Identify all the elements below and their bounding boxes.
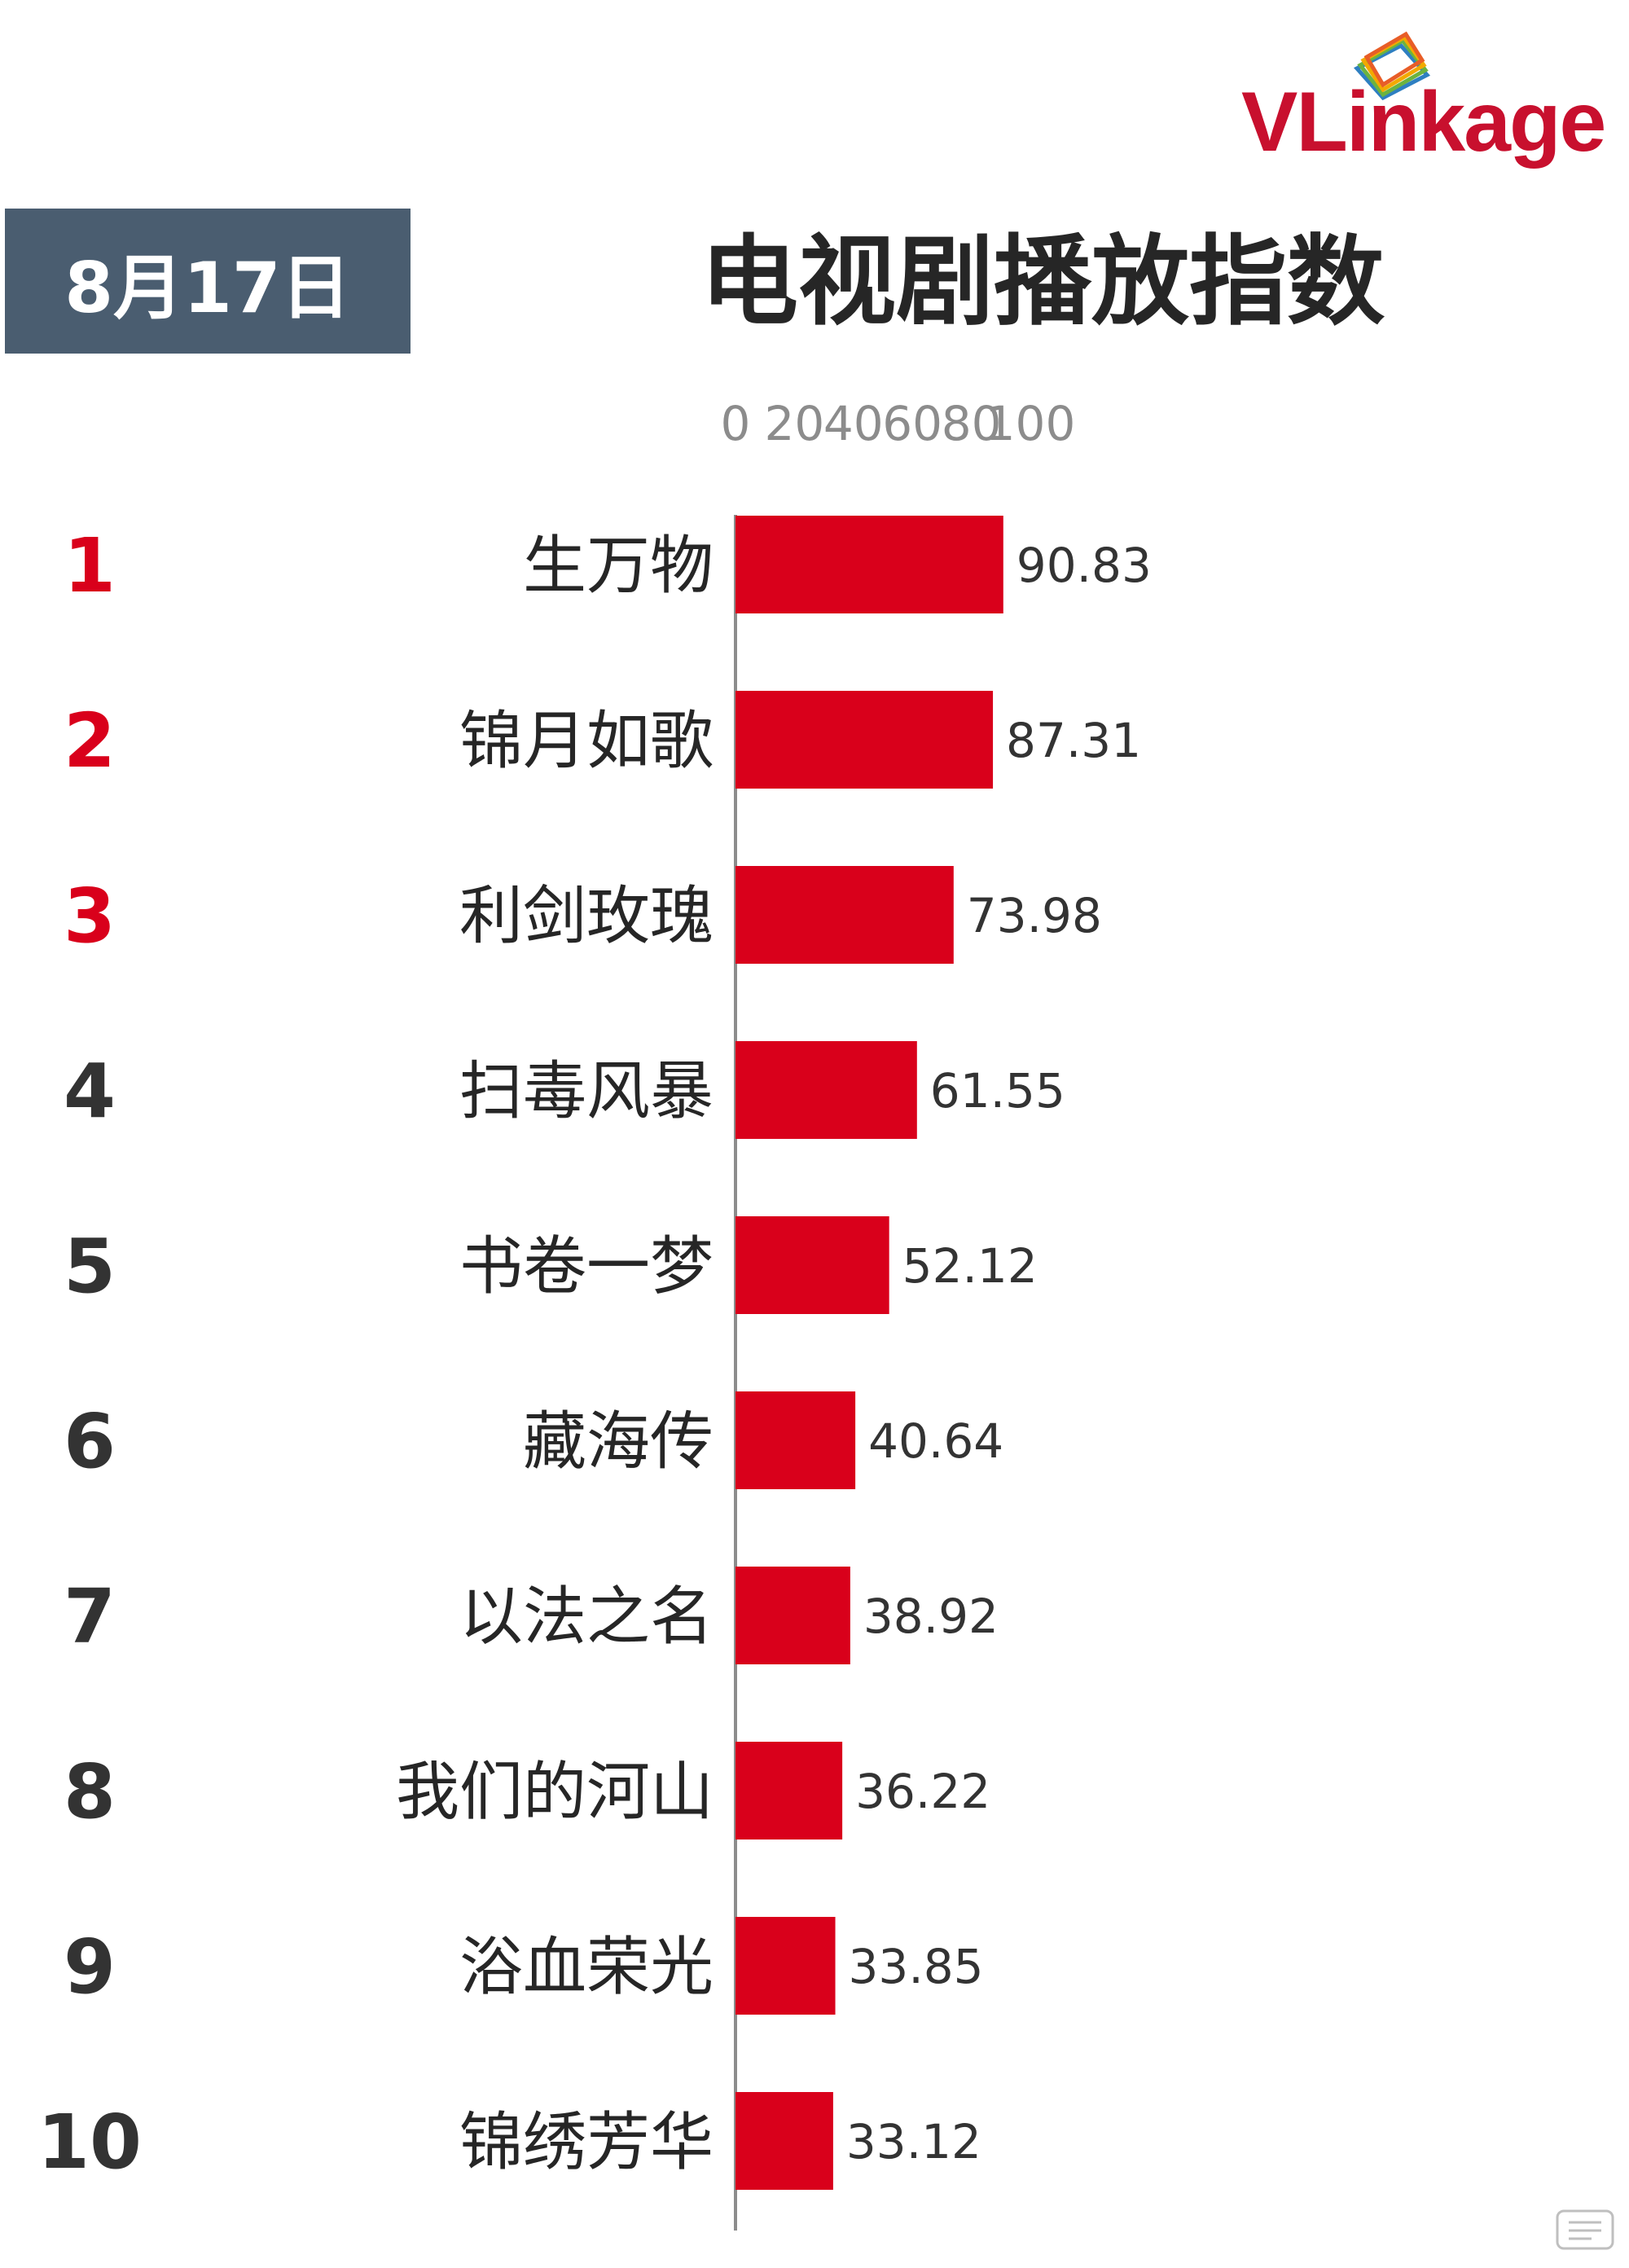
rank-label: 3	[64, 872, 116, 960]
category-label: 藏海传	[523, 1405, 714, 1479]
brand-logo-icon	[1353, 31, 1431, 101]
category-label: 利剑玫瑰	[459, 880, 714, 953]
x-tick-label: 100	[986, 396, 1076, 451]
rank-label: 10	[37, 2099, 142, 2186]
category-label: 以法之名	[459, 1580, 714, 1654]
value-label: 61.55	[930, 1063, 1065, 1119]
category-label: 我们的河山	[396, 1756, 714, 1829]
rank-label: 4	[64, 1048, 116, 1135]
brand-logo-text: VLinkage	[1241, 75, 1606, 169]
x-tick-label: 20	[764, 396, 824, 451]
x-tick-label: 60	[882, 396, 942, 451]
bar	[735, 1216, 889, 1314]
value-label: 33.85	[849, 1939, 984, 1994]
layered-frames-logo-icon	[1353, 31, 1431, 101]
rank-label: 8	[64, 1748, 116, 1835]
row-labels: 1 生万物 90.83 2 锦月如歌 87.31 3 利剑玫瑰 73.98 4 扫毒风暴 61.55 5…	[37, 522, 1152, 2186]
x-tick-label: 80	[942, 396, 1002, 451]
category-label: 生万物	[523, 530, 714, 603]
category-label: 浴血荣光	[459, 1931, 714, 2004]
value-label: 38.92	[863, 1589, 999, 1644]
bar	[735, 2092, 833, 2190]
bar	[735, 1041, 917, 1139]
date-badge: 8月17日	[5, 209, 411, 354]
corner-watermark-icon	[1556, 2209, 1614, 2250]
bar	[735, 866, 954, 964]
bar	[735, 1742, 843, 1839]
bar	[735, 516, 1003, 613]
chart-title: 电视剧播放指数	[700, 226, 1385, 339]
rank-label: 1	[64, 522, 116, 609]
bars	[735, 516, 1003, 2190]
category-label: 扫毒风暴	[459, 1055, 714, 1128]
rank-label: 9	[64, 1923, 116, 2011]
value-label: 36.22	[855, 1764, 990, 1819]
rank-label: 2	[64, 697, 116, 785]
value-label: 40.64	[868, 1413, 1003, 1469]
category-label: 锦月如歌	[459, 705, 714, 778]
bar	[735, 1917, 836, 2015]
category-label: 锦绣芳华	[459, 2106, 714, 2179]
bar	[735, 691, 994, 789]
x-tick-label: 40	[823, 396, 884, 451]
x-tick-label: 0	[721, 396, 751, 451]
rank-label: 6	[64, 1398, 116, 1485]
value-label: 52.12	[902, 1238, 1038, 1294]
bar	[735, 1391, 856, 1489]
value-label: 33.12	[846, 2114, 981, 2169]
bar	[735, 1567, 850, 1664]
value-label: 87.31	[1006, 713, 1141, 768]
value-label: 73.98	[967, 888, 1102, 943]
rank-label: 5	[64, 1223, 116, 1310]
category-label: 书卷一梦	[459, 1230, 714, 1303]
rank-label: 7	[64, 1573, 116, 1660]
value-label: 90.83	[1016, 538, 1152, 593]
